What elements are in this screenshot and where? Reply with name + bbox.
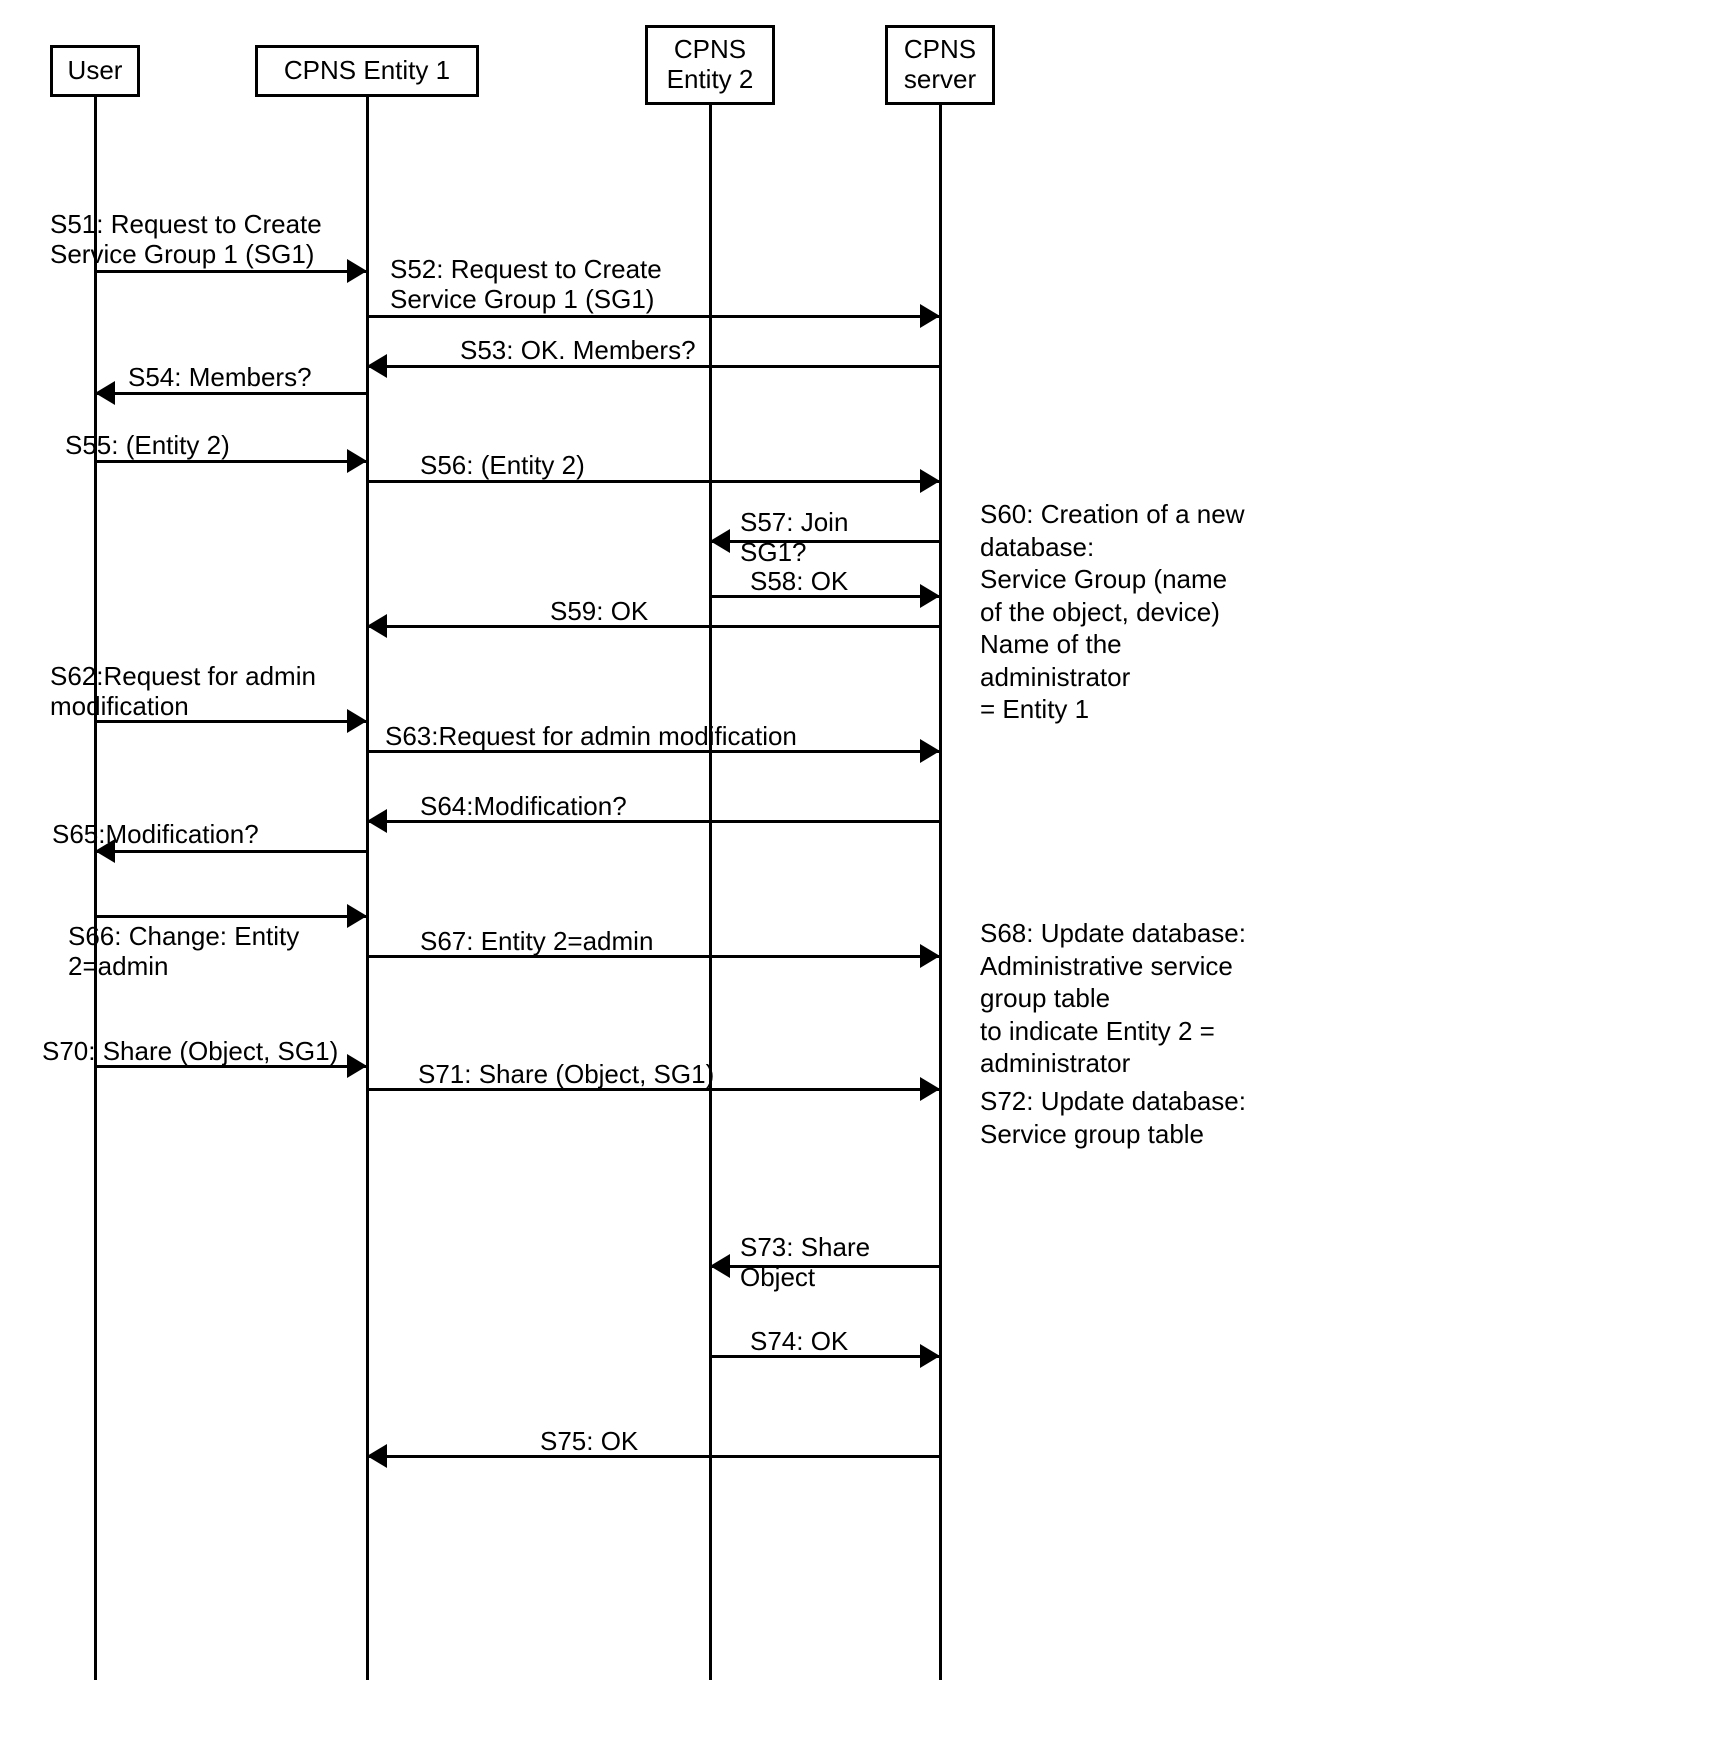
actor-user: User (50, 45, 140, 97)
message-label-s73: S73: Share Object (740, 1233, 900, 1293)
note-s68: S68: Update database: Administrative ser… (980, 917, 1246, 1080)
message-label-s75: S75: OK (540, 1427, 660, 1457)
message-label-s66: S66: Change: Entity 2=admin (68, 922, 348, 982)
message-label-s64: S64:Modification? (420, 792, 650, 822)
actor-server: CPNS server (885, 25, 995, 105)
message-label-s65: S65:Modification? (52, 820, 282, 850)
actor-entity1: CPNS Entity 1 (255, 45, 479, 97)
arrowhead-s63 (920, 739, 940, 763)
arrowhead-s75 (367, 1444, 387, 1468)
message-label-s57: S57: Join SG1? (740, 508, 900, 568)
arrowhead-s55 (347, 449, 367, 473)
message-label-s63: S63:Request for admin modification (385, 722, 845, 752)
actor-entity2: CPNS Entity 2 (645, 25, 775, 105)
arrowhead-s73 (710, 1254, 730, 1278)
arrowhead-s54 (95, 381, 115, 405)
message-label-s58: S58: OK (750, 567, 870, 597)
message-label-s74: S74: OK (750, 1327, 870, 1357)
arrowhead-s59 (367, 614, 387, 638)
message-label-s67: S67: Entity 2=admin (420, 927, 690, 957)
lifeline-server (939, 105, 942, 1680)
arrowhead-s53 (367, 354, 387, 378)
lifeline-user (94, 97, 97, 1680)
arrowhead-s74 (920, 1344, 940, 1368)
message-label-s52: S52: Request to Create Service Group 1 (… (390, 255, 710, 315)
message-s51 (95, 270, 367, 273)
message-label-s55: S55: (Entity 2) (65, 431, 265, 461)
message-label-s62: S62:Request for admin modification (50, 662, 360, 722)
arrowhead-s71 (920, 1077, 940, 1101)
arrowhead-s67 (920, 944, 940, 968)
message-label-s54: S54: Members? (128, 363, 348, 393)
arrowhead-s58 (920, 584, 940, 608)
arrowhead-s66 (347, 904, 367, 928)
message-label-s70: S70: Share (Object, SG1) (42, 1037, 367, 1067)
message-label-s53: S53: OK. Members? (460, 336, 710, 366)
message-s66 (95, 915, 367, 918)
sequence-diagram: User CPNS Entity 1 CPNS Entity 2 CPNS serve… (20, 20, 1700, 1720)
arrowhead-s64 (367, 809, 387, 833)
message-label-s59: S59: OK (550, 597, 670, 627)
message-label-s56: S56: (Entity 2) (420, 451, 620, 481)
note-s60: S60: Creation of a new database: Service… (980, 498, 1245, 726)
arrowhead-s56 (920, 469, 940, 493)
note-s72: S72: Update database: Service group tabl… (980, 1085, 1246, 1150)
message-label-s51: S51: Request to Create Service Group 1 (… (50, 210, 360, 270)
message-s52 (367, 315, 940, 318)
message-s65 (95, 850, 367, 853)
arrowhead-s57 (710, 529, 730, 553)
message-label-s71: S71: Share (Object, SG1) (418, 1060, 743, 1090)
arrowhead-s52 (920, 304, 940, 328)
lifeline-entity1 (366, 97, 369, 1680)
